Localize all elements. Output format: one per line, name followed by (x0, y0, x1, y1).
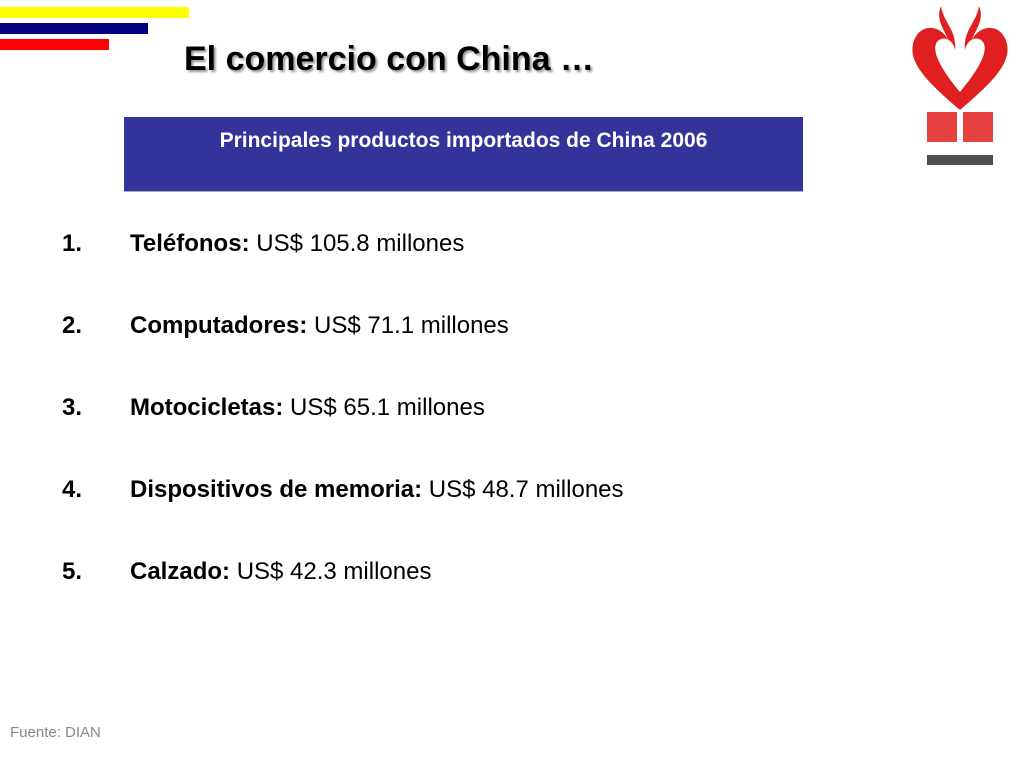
item-value: US$ 71.1 millones (314, 312, 509, 339)
item-label: Computadores: (130, 312, 308, 339)
subtitle-text: Principales productos importados de Chin… (219, 129, 708, 152)
source-note: Fuente: DIAN (10, 724, 101, 741)
item-label: Dispositivos de memoria: (130, 476, 423, 503)
item-number: 4. (62, 476, 83, 503)
item-number: 1. (62, 230, 83, 257)
item-label: Motocicletas: (130, 394, 284, 421)
heart-flame-logo-icon (912, 6, 1008, 165)
red-stripe (0, 39, 109, 50)
blue-stripe (0, 23, 148, 34)
item-value: US$ 105.8 millones (256, 230, 465, 257)
item-value: US$ 65.1 millones (290, 394, 485, 421)
subtitle-box: Principales productos importados de Chin… (124, 117, 803, 192)
yellow-stripe (0, 7, 189, 18)
item-label: Teléfonos: (130, 230, 250, 257)
item-value: US$ 48.7 millones (428, 476, 624, 503)
item-number: 3. (62, 394, 83, 421)
item-value: US$ 42.3 millones (236, 558, 432, 585)
slide-title: El comercio con China … (184, 40, 594, 78)
item-number: 2. (62, 312, 83, 339)
item-number: 5. (62, 558, 83, 585)
item-label: Calzado: (130, 558, 231, 585)
